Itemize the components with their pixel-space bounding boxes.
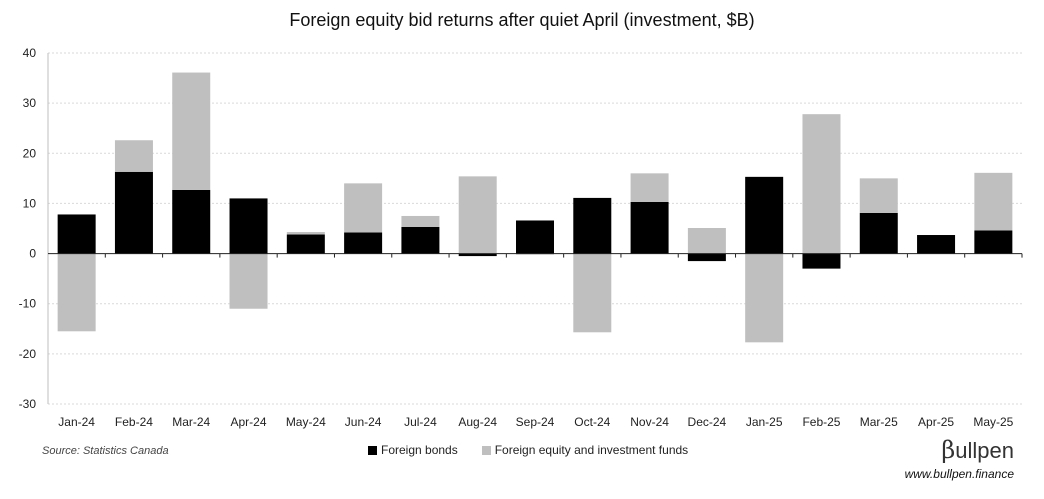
x-tick-label: Jan-24 (58, 415, 95, 429)
x-tick-label: Jul-24 (404, 415, 437, 429)
x-tick-label: Oct-24 (574, 415, 610, 429)
legend-label-equity: Foreign equity and investment funds (494, 443, 689, 457)
y-tick-label: -20 (19, 347, 37, 361)
bar-foreign-equity (573, 253, 612, 333)
bar-foreign-equity (114, 140, 153, 172)
x-tick-label: Mar-24 (172, 415, 210, 429)
bar-foreign-equity (344, 183, 383, 233)
x-tick-label: Apr-25 (918, 415, 954, 429)
legend-swatch-equity (481, 445, 491, 455)
bar-foreign-bonds (286, 234, 325, 254)
x-tick-label: May-25 (973, 415, 1013, 429)
x-tick-label: Jun-24 (345, 415, 382, 429)
bar-foreign-equity (286, 232, 325, 235)
y-tick-label: 20 (23, 146, 37, 160)
bar-foreign-bonds (573, 197, 612, 254)
bar-foreign-bonds (458, 253, 497, 257)
y-tick-label: -30 (19, 397, 37, 411)
brand-logo: βullpen (941, 436, 1014, 464)
bar-foreign-bonds (802, 253, 841, 269)
bar-foreign-bonds (57, 214, 96, 254)
bar-foreign-bonds (114, 171, 153, 254)
x-tick-label: Feb-25 (802, 415, 840, 429)
bar-foreign-bonds (172, 189, 211, 254)
bar-foreign-bonds (859, 212, 898, 254)
bar-foreign-bonds (516, 220, 554, 254)
bar-foreign-bonds (745, 176, 784, 254)
source-note: Source: Statistics Canada (42, 445, 169, 457)
bar-foreign-equity (516, 253, 554, 255)
legend: Foreign bonds Foreign equity and investm… (368, 443, 712, 457)
bar-foreign-bonds (229, 198, 268, 254)
x-tick-label: Mar-25 (860, 415, 898, 429)
bar-foreign-equity (172, 72, 211, 190)
bar-foreign-bonds (917, 235, 956, 254)
legend-item-equity: Foreign equity and investment funds (481, 443, 689, 457)
x-tick-label: May-24 (286, 415, 326, 429)
y-tick-label: 30 (23, 96, 37, 110)
y-tick-label: 40 (23, 46, 37, 60)
chart-title: Foreign equity bid returns after quiet A… (289, 10, 755, 30)
x-tick-label: Feb-24 (115, 415, 153, 429)
brand-name: ullpen (955, 438, 1014, 463)
bar-foreign-bonds (974, 230, 1013, 254)
bar-foreign-bonds (630, 201, 669, 254)
bar-foreign-bonds (687, 253, 726, 262)
bar-foreign-equity (229, 253, 268, 309)
x-tick-label: Apr-24 (231, 415, 267, 429)
bar-foreign-equity (458, 176, 497, 254)
bar-foreign-bonds (401, 226, 440, 254)
y-tick-label: 0 (29, 247, 36, 261)
y-tick-label: -10 (19, 297, 37, 311)
bar-foreign-equity (745, 253, 784, 343)
bar-foreign-equity (974, 172, 1013, 231)
x-tick-label: Sep-24 (516, 415, 555, 429)
bar-foreign-equity (57, 253, 96, 332)
legend-label-bonds: Foreign bonds (381, 443, 458, 457)
legend-item-bonds: Foreign bonds (368, 443, 458, 457)
y-tick-label: 10 (23, 196, 37, 210)
x-tick-label: Aug-24 (458, 415, 497, 429)
bar-foreign-equity (630, 173, 669, 202)
x-tick-label: Dec-24 (688, 415, 727, 429)
x-tick-label: Nov-24 (630, 415, 669, 429)
bar-foreign-bonds (344, 232, 383, 254)
x-tick-label: Jan-25 (746, 415, 783, 429)
brand-url: www.bullpen.finance (904, 467, 1014, 481)
bar-foreign-equity (802, 114, 841, 254)
brand-symbol: β (941, 436, 956, 464)
bar-foreign-equity (859, 178, 898, 213)
bar-foreign-equity (687, 227, 726, 254)
bar-foreign-equity (401, 215, 440, 227)
legend-swatch-bonds (368, 445, 377, 455)
